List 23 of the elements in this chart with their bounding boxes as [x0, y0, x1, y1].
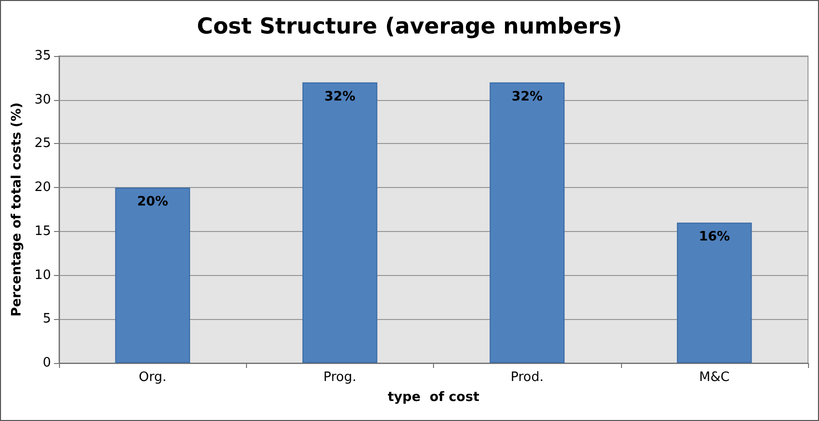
- y-tick-label: 20: [34, 180, 51, 196]
- x-tick-label: Org.: [138, 370, 166, 385]
- y-tick-label: 0: [42, 356, 51, 370]
- data-label: 32%: [324, 89, 356, 104]
- x-tick-label: Prod.: [510, 370, 544, 385]
- y-tick-label: 5: [42, 312, 51, 327]
- x-tick-label: M&C: [699, 370, 730, 385]
- bar: [676, 222, 752, 363]
- y-tick-label: 35: [34, 48, 51, 64]
- bar: [490, 82, 565, 363]
- y-tick-label: 30: [34, 92, 51, 108]
- bar: [115, 188, 190, 363]
- chart-title: Cost Structure (average numbers): [196, 14, 622, 40]
- x-axis-title: type of cost: [388, 390, 480, 405]
- data-label: 20%: [137, 194, 168, 210]
- y-tick-label: 10: [34, 268, 51, 283]
- bar: [302, 82, 378, 363]
- y-axis-title: Percentage of total costs (%): [10, 102, 25, 317]
- data-label: 32%: [512, 89, 543, 104]
- y-tick-label: 25: [34, 136, 51, 152]
- data-label: 16%: [698, 230, 730, 245]
- y-tick-label: 15: [34, 224, 51, 239]
- x-tick-label: Prog.: [323, 370, 356, 385]
